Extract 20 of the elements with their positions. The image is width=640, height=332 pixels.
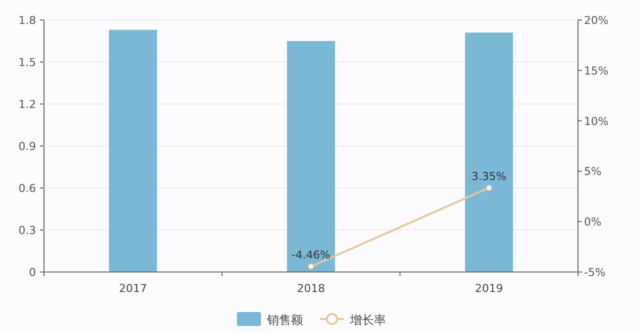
y-tick-label: 0 [29,266,36,279]
y-tick-label: 0.3 [18,224,36,237]
y-tick-label: 0.9 [18,140,36,153]
y2-tick-label: 20% [584,14,608,27]
legend-label: 增长率 [349,313,386,327]
x-tick-label: 2017 [119,282,147,295]
y2-tick-label: 0% [584,216,602,229]
y-tick-label: 0.6 [18,182,36,195]
y2-tick-label: 5% [584,165,602,178]
x-tick-label: 2019 [475,282,503,295]
y2-tick-label: 15% [584,64,608,78]
x-tick-label: 2018 [297,282,325,295]
data-label: -4.46% [292,248,330,262]
y2-tick-label: 10% [584,114,608,128]
y-tick-label: 1.8 [18,14,36,27]
y2-tick-label: -5% [584,266,606,279]
legend-label: 销售额 [266,313,303,327]
y-tick-label: 1.5 [18,56,36,69]
data-label: 3.35% [472,170,506,183]
y-tick-label: 1.2 [18,98,36,111]
